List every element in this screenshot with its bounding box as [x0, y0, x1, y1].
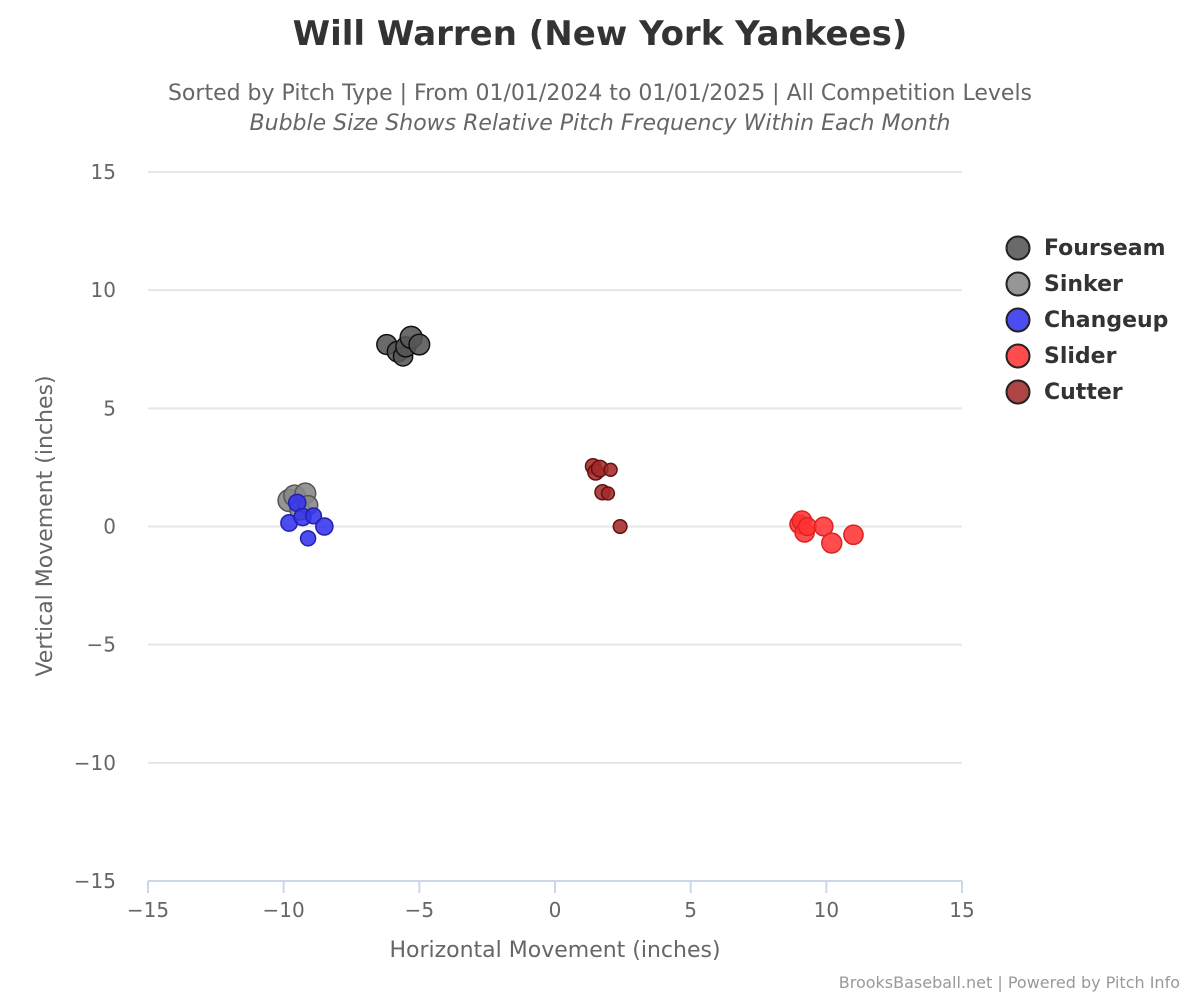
point-changeup[interactable]: [304, 507, 323, 525]
data-points: [277, 325, 864, 554]
point-changeup[interactable]: [315, 517, 334, 536]
y-axis-label: Vertical Movement (inches): [33, 375, 58, 676]
y-tick-label: 5: [103, 396, 116, 420]
legend-item-slider[interactable]: Slider: [1005, 343, 1117, 369]
legend-item-sinker[interactable]: Sinker: [1005, 271, 1124, 297]
x-tick-label: 10: [814, 898, 839, 922]
point-cutter[interactable]: [612, 518, 628, 535]
legend-label: Sinker: [1044, 272, 1123, 297]
credits[interactable]: BrooksBaseball.net | Powered by Pitch In…: [838, 973, 1180, 992]
y-tick-label: −10: [74, 751, 116, 775]
chart-title: Will Warren (New York Yankees): [292, 14, 908, 54]
point-slider[interactable]: [797, 516, 817, 537]
point-slider[interactable]: [821, 532, 843, 554]
y-tick-label: −5: [87, 633, 116, 657]
y-tick-label: −15: [74, 869, 116, 893]
x-tick-label: −15: [127, 898, 169, 922]
legend-marker: [1005, 379, 1031, 405]
legend-marker: [1005, 271, 1031, 297]
point-cutter[interactable]: [603, 462, 618, 477]
chart-subtitle: Sorted by Pitch Type | From 01/01/2024 t…: [167, 81, 1033, 106]
gridlines: [148, 171, 962, 764]
legend-label: Slider: [1044, 344, 1117, 369]
x-tick-label: 15: [949, 898, 974, 922]
point-cutter[interactable]: [600, 486, 616, 501]
x-axis-label: Horizontal Movement (inches): [389, 938, 720, 963]
legend[interactable]: Fourseam Sinker Changeup Slider Cutter: [1005, 235, 1169, 405]
x-tick-label: −5: [405, 898, 434, 922]
legend-marker: [1005, 343, 1031, 369]
point-fourseam[interactable]: [408, 333, 431, 356]
y-tick-label: 15: [91, 160, 116, 184]
legend-marker: [1005, 307, 1031, 333]
legend-label: Cutter: [1044, 380, 1123, 405]
y-axis: 15 10 5 0 −5 −10 −15: [74, 160, 116, 893]
legend-item-changeup[interactable]: Changeup: [1005, 307, 1169, 333]
legend-label: Fourseam: [1044, 236, 1166, 261]
x-tick-label: −10: [263, 898, 305, 922]
legend-item-cutter[interactable]: Cutter: [1005, 379, 1123, 405]
chart-subtitle-frequency: Bubble Size Shows Relative Pitch Frequen…: [249, 111, 951, 136]
legend-item-fourseam[interactable]: Fourseam: [1005, 235, 1166, 261]
x-tick-label: 5: [684, 898, 697, 922]
y-tick-label: 0: [103, 515, 116, 539]
legend-label: Changeup: [1044, 308, 1168, 333]
point-changeup[interactable]: [299, 530, 317, 547]
legend-marker: [1005, 235, 1031, 261]
point-slider[interactable]: [813, 516, 834, 537]
x-axis: −15 −10 −5 0 5 10 15: [127, 880, 975, 922]
point-slider[interactable]: [843, 524, 864, 546]
x-tick-label: 0: [549, 898, 562, 922]
y-tick-label: 10: [91, 278, 116, 302]
